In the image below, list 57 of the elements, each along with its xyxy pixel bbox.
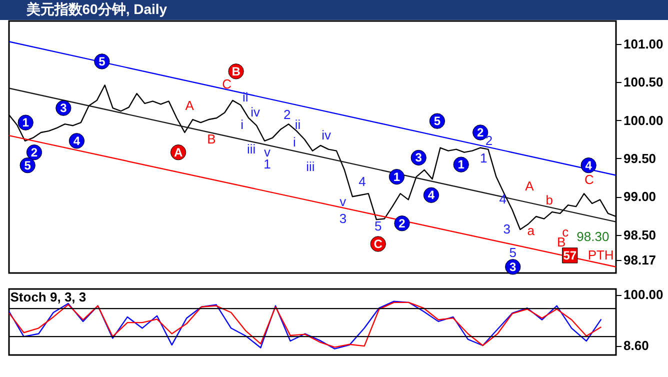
annotation: 1 [458,158,465,172]
annotation: b [546,192,554,208]
y-tick-label: 8.60 [624,338,649,354]
annotation: 5 [24,158,32,172]
annotation: 2 [30,145,38,160]
annotation: 2 [485,132,493,148]
annotation: 3 [60,101,68,116]
annotation: iv [250,104,260,120]
annotation: 1 [22,116,30,130]
chart-title: Stoch 9, 3, 3 [10,290,86,305]
annotation: 3 [339,210,347,226]
annotation: 2 [284,106,291,122]
y-tick-label: 100.00 [624,287,664,302]
annotation: B [207,131,216,146]
annotation: A [174,145,183,160]
annotation: 4 [73,134,80,148]
y-tick-label: 99.00 [624,189,656,204]
annotation: iii [246,141,256,156]
annotation: 1 [393,170,400,184]
annotation: 1 [480,150,488,166]
annotation: a [527,223,536,238]
annotation: B [232,64,241,78]
annotation: iv [322,128,332,143]
annotation: 2 [477,125,484,140]
annotation: PTH [588,247,614,262]
annotation: v [340,194,347,209]
annotation: 3 [510,260,517,274]
y-tick-label: 98.17 [624,252,656,268]
annotation: A [185,98,194,113]
y-tick-label: 101.00 [624,36,664,52]
annotation: 4 [358,174,366,190]
annotation: 3 [503,221,511,236]
annotation: C [222,76,232,92]
annotation: 5 [374,218,382,234]
annotation: 4 [428,188,435,202]
annotation: ii [242,89,248,104]
annotation: 5 [98,54,106,68]
y-tick-label: 100.00 [624,112,664,128]
y-tick-label: 100.50 [624,74,664,90]
annotation: C [584,172,594,187]
y-tick-label: 99.50 [624,150,656,166]
annotation: 98.30 [576,229,610,244]
annotation: A [525,178,534,194]
chart-title: 美元指数60分钟, Daily [25,1,168,17]
annotation: ii [294,116,301,132]
annotation: 3 [415,150,422,165]
annotation: 4 [585,158,592,172]
annotation: i [293,134,296,150]
annotation: 2 [398,216,406,230]
annotation: iii [306,158,315,174]
annotation: 5 [509,245,516,260]
annotation: 5 [434,114,441,128]
annotation: i [240,116,244,132]
annotation: v [264,144,271,160]
annotation: C [374,236,383,251]
y-tick-label: 98.50 [624,227,656,242]
annotation: 1 [264,156,271,172]
